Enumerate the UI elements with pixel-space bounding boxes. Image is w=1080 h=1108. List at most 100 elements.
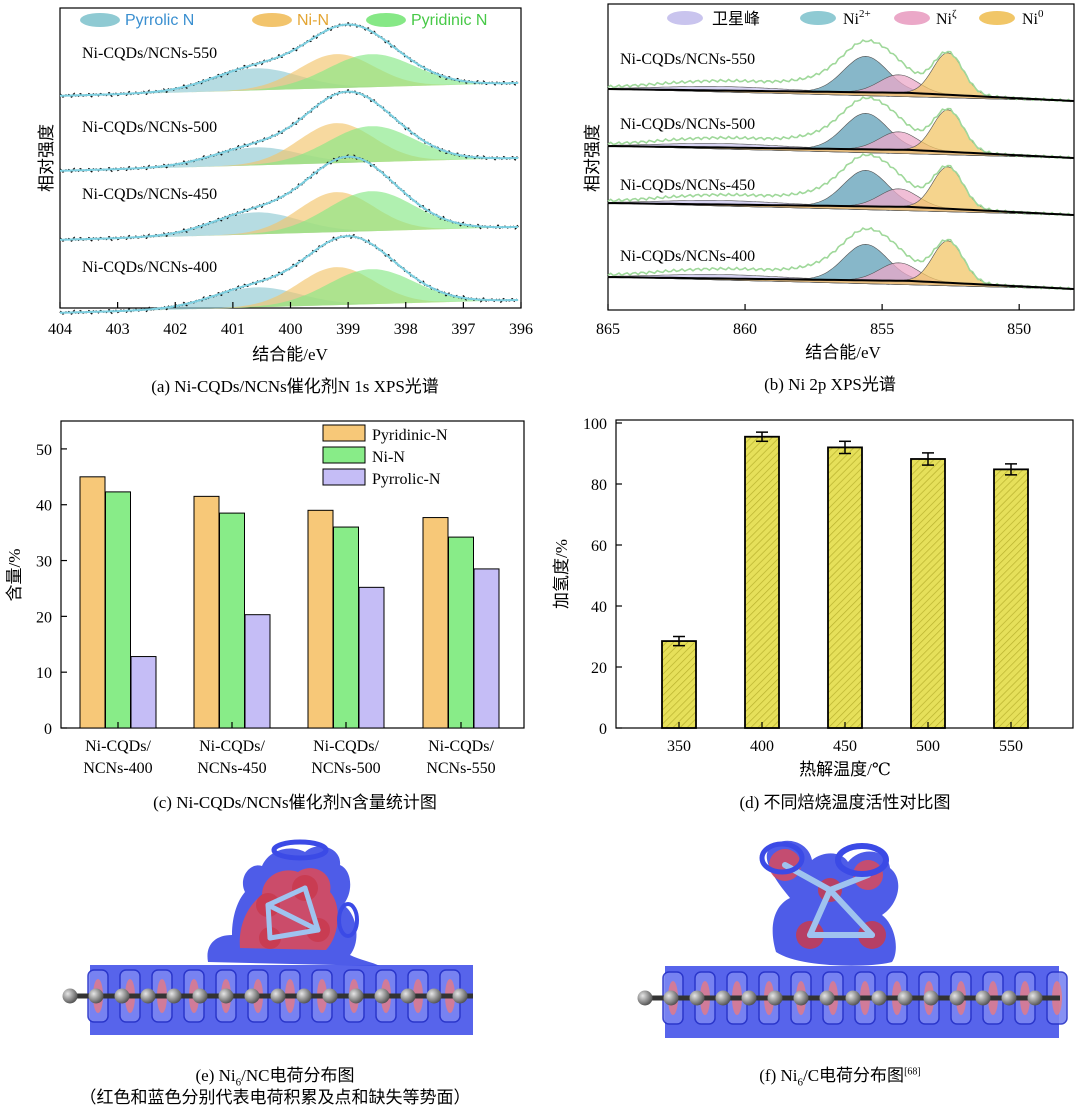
caption-panel-e: (e) Ni6/NC电荷分布图 (195, 1066, 355, 1089)
bar-pyrrolic-n (130, 656, 157, 729)
carbon-atom (715, 990, 731, 1006)
legend-swatch-satellite (667, 11, 703, 25)
y-tick-label-c: 10 (36, 665, 52, 682)
carbon-atom (637, 990, 653, 1006)
carbon-atom (322, 988, 338, 1004)
y-axis-label-b: 相对强度 (583, 124, 602, 192)
legend-label-ni-n: Ni-N (297, 12, 329, 29)
panel-b-spectra (607, 38, 1075, 291)
panel-c-legend: Pyridinic-N Ni-N Pyrrolic-N (322, 424, 448, 488)
sample-label-a-500: Ni-CQDs/NCNs-500 (82, 119, 217, 136)
x-tick-label-a: 403 (106, 321, 130, 338)
legend-label-pyrrolic-n: Pyrrolic-N (372, 471, 441, 488)
y-tick-label-d: 100 (583, 416, 607, 433)
fitted-envelope-curve (59, 90, 519, 172)
carbon-atom (975, 990, 991, 1006)
caption-panel-d: (d) 不同焙烧温度活性对比图 (739, 793, 951, 812)
ni6-cluster-f (759, 840, 899, 966)
carbon-atom (374, 988, 390, 1004)
y-tick-label-d: 20 (591, 660, 607, 677)
x-tick-label-d: 350 (667, 738, 691, 755)
carbon-atom (1027, 990, 1043, 1006)
carbon-atom (793, 990, 809, 1006)
carbon-atom (452, 988, 468, 1004)
carbon-atom (192, 988, 208, 1004)
bar-activity (827, 446, 863, 729)
panel-d: 0 20 40 60 80 100 350 400 450 500 550 热解温度/℃ 加氢度/… (552, 416, 1074, 779)
x-tick-label-a: 396 (509, 321, 533, 338)
bar-ni-n (219, 512, 245, 729)
sample-label-a-400: Ni-CQDs/NCNs-400 (82, 259, 217, 276)
carbon-atom (140, 988, 156, 1004)
bar-pyrrolic-n (244, 614, 271, 729)
legend-swatch-ni0 (979, 11, 1015, 25)
x-tick-label-d: 450 (833, 738, 857, 755)
graphene-slab-f (637, 966, 1068, 1038)
sample-label-b-400: Ni-CQDs/NCNs-400 (620, 248, 755, 265)
caption-panel-b: (b) Ni 2p XPS光谱 (764, 375, 896, 394)
caption-note-e: （红色和蓝色分别代表电荷积累及点和缺失等势面） (79, 1088, 471, 1107)
bar-pyrrolic-n (358, 586, 385, 729)
x-tick-label-a: 402 (163, 321, 187, 338)
bar-ni-n (333, 526, 359, 729)
panel-b: 865 860 855 850 卫星峰 Ni2+ Niζ Ni0 Ni-CQDs/NC… (583, 3, 1075, 362)
legend-swatch-ni-n (252, 13, 292, 27)
x-axis-label-b: 结合能/eV (805, 343, 881, 362)
sample-label-b-450: Ni-CQDs/NCNs-450 (620, 177, 755, 194)
legend-swatch-ni-n-c (322, 446, 366, 464)
legend-swatch-ni2 (800, 11, 836, 25)
legend-swatch-pyrrolic-n (322, 468, 366, 486)
bar-pyridinic-n (193, 495, 220, 729)
y-tick-label-c: 0 (44, 721, 52, 738)
carbon-atom (348, 988, 364, 1004)
category-label-c: NCNs-500 (311, 760, 380, 777)
carbon-atom (923, 990, 939, 1006)
x-tick-label-b: 850 (1007, 321, 1031, 338)
category-label-c: NCNs-550 (426, 760, 495, 777)
x-tick-label-d: 500 (916, 738, 940, 755)
carbon-atom (244, 988, 260, 1004)
sample-label-b-550: Ni-CQDs/NCNs-550 (620, 51, 755, 68)
background-line (608, 202, 1075, 216)
bar-pyridinic-n (79, 476, 106, 729)
panel-b-x-axis: 865 860 855 850 (596, 304, 1031, 338)
background-line (608, 145, 1075, 159)
panel-c-frame (60, 420, 525, 729)
x-tick-label-a: 401 (221, 321, 245, 338)
x-tick-label-a: 397 (451, 321, 475, 338)
carbon-atom (871, 990, 887, 1006)
y-axis-label-a: 相对强度 (37, 124, 56, 192)
graphene-slab-e (62, 965, 473, 1035)
x-tick-label-a: 398 (394, 321, 418, 338)
bar-pyridinic-n (422, 517, 449, 729)
fitted-envelope-curve (59, 235, 519, 314)
sample-label-a-550: Ni-CQDs/NCNs-550 (82, 45, 217, 62)
carbon-atom (400, 988, 416, 1004)
background-line (608, 276, 1075, 290)
bar-pyrrolic-n (473, 568, 500, 729)
category-label-c: NCNs-400 (83, 760, 152, 777)
legend-swatch-pyridinic (366, 13, 406, 27)
carbon-atom (949, 990, 965, 1006)
legend-label-ni2: Ni2+ (843, 8, 871, 28)
x-tick-label-b: 855 (870, 321, 894, 338)
x-tick-label-a: 399 (336, 321, 360, 338)
panel-a: 404 403 402 401 400 399 398 397 396 Pyrrolic N N… (37, 7, 533, 364)
x-tick-label-b: 860 (733, 321, 757, 338)
carbon-atom (819, 990, 835, 1006)
x-axis-label-a: 结合能/eV (252, 345, 328, 364)
bar-activity (744, 435, 780, 729)
fitted-envelope-curve (59, 23, 519, 97)
x-tick-label-a: 404 (48, 321, 72, 338)
carbon-atom (689, 990, 705, 1006)
carbon-atom (767, 990, 783, 1006)
category-label-c: NCNs-450 (197, 760, 266, 777)
carbon-atom (114, 988, 130, 1004)
x-axis-label-d: 热解温度/℃ (799, 760, 891, 779)
y-tick-label-c: 40 (36, 498, 52, 515)
legend-label-ni-n-c: Ni-N (372, 449, 405, 466)
x-tick-label-d: 550 (999, 738, 1023, 755)
carbon-atom (1001, 990, 1017, 1006)
